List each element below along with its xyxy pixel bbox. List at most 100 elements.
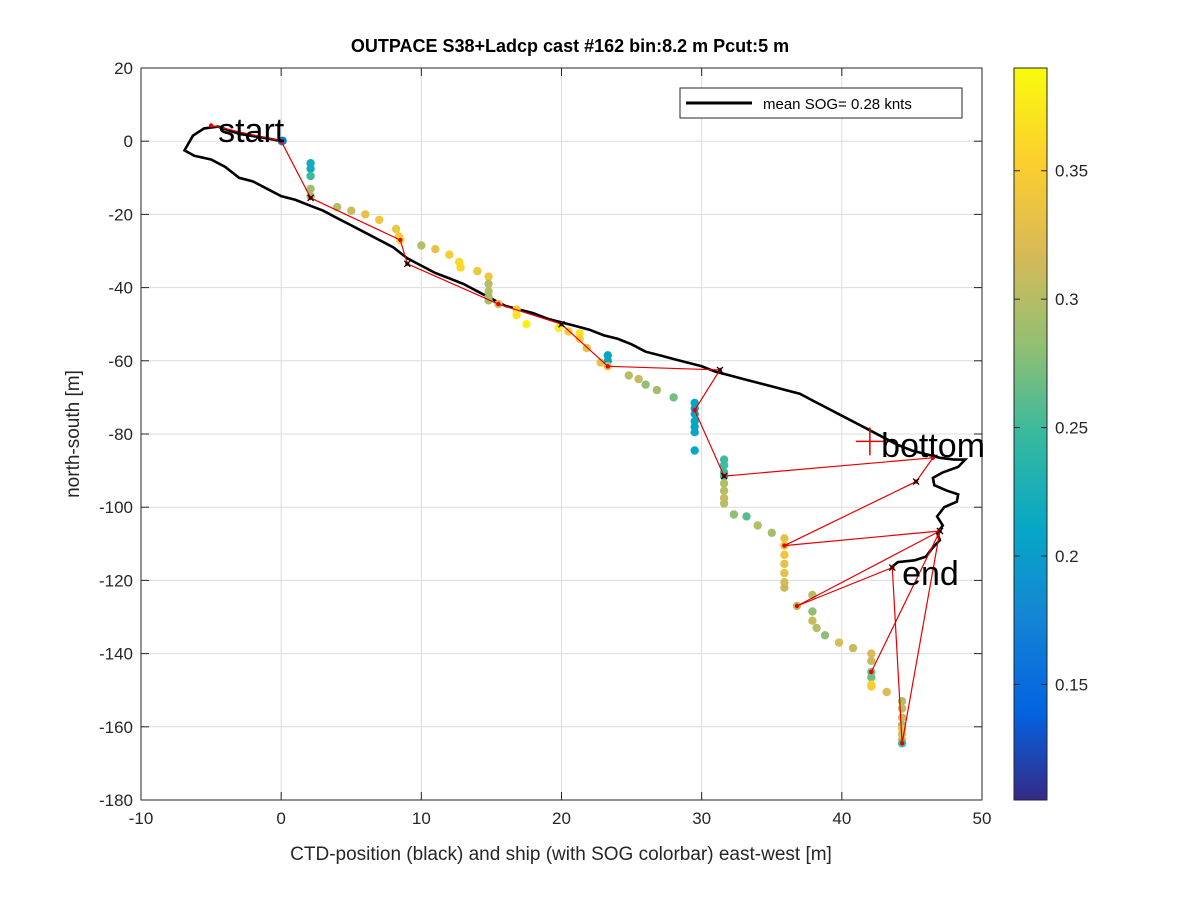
- grid: [141, 68, 982, 800]
- annotation-start: start: [218, 112, 285, 150]
- ship-sog-point: [719, 479, 729, 488]
- colorbar-tick-label: 0.3: [1055, 290, 1079, 309]
- colorbar-tick-label: 0.2: [1055, 547, 1079, 566]
- ship-sog-point: [445, 250, 454, 259]
- y-tick-label: -20: [108, 205, 133, 224]
- ship-track-marker: [279, 139, 284, 144]
- legend: mean SOG= 0.28 knts: [679, 87, 963, 119]
- ship-sog-point: [375, 215, 384, 225]
- ship-sog-point: [361, 210, 370, 219]
- ship-sog-point: [624, 371, 633, 380]
- ship-sog-point: [575, 334, 584, 343]
- y-tick-label: -40: [108, 279, 133, 298]
- y-tick-label: -120: [99, 571, 133, 590]
- bottom-marker: [855, 427, 884, 456]
- ship-sog-point: [780, 568, 789, 578]
- ship-track-marker: [398, 237, 403, 243]
- plot-content: [182, 123, 969, 748]
- colorbar-ticks: 0.15 0.2 0.25 0.3 0.35: [1014, 162, 1088, 694]
- ship-sog-point: [719, 499, 729, 508]
- ship-sog-point: [719, 460, 729, 470]
- ship-sog-point: [897, 713, 907, 722]
- ship-sog-point: [780, 559, 789, 569]
- ship-sog-point: [808, 616, 817, 625]
- x-tick-label: 40: [832, 809, 851, 828]
- y-tick-label: -80: [108, 425, 133, 444]
- annotations: start bottom end: [218, 112, 985, 593]
- ship-sog-point: [897, 704, 907, 713]
- ship-sog-point: [306, 164, 315, 173]
- ship-sog-point: [780, 550, 789, 559]
- ship-sog-point: [431, 245, 440, 254]
- ship-sog-point: [522, 320, 531, 329]
- ship-track-star: [403, 260, 411, 268]
- ship-sog-point: [690, 446, 699, 455]
- colorbar-tick-label: 0.15: [1055, 675, 1088, 694]
- ship-track-star: [720, 472, 728, 480]
- ship-sog-point: [484, 272, 493, 281]
- ship-sog-point: [867, 649, 876, 658]
- ship-sog-point: [867, 682, 876, 691]
- annotation-bottom: bottom: [881, 427, 985, 465]
- chart-title: OUTPACE S38+Ladcp cast #162 bin:8.2 m Pc…: [351, 36, 789, 56]
- ship-sog-point: [808, 607, 817, 616]
- ship-sog-point: [867, 656, 876, 666]
- ship-sog-point: [848, 643, 858, 653]
- annotation-end: end: [902, 555, 959, 593]
- ship-track-marker: [930, 455, 936, 460]
- ship-sog-point: [417, 241, 426, 250]
- ship-sog-point: [780, 534, 789, 543]
- y-tick-label: 0: [124, 132, 133, 151]
- ship-sog-point: [742, 512, 751, 521]
- ship-sog-point: [652, 385, 661, 395]
- ship-sog-point: [820, 631, 830, 640]
- ship-sog-point: [306, 171, 315, 181]
- x-tick-label: 30: [692, 809, 711, 828]
- ship-track-marker: [899, 741, 905, 746]
- ship-sog-point: [456, 263, 465, 272]
- ship-track-star: [912, 478, 920, 486]
- ship-sog-point: [306, 184, 315, 193]
- colorbar-tick-label: 0.25: [1055, 419, 1088, 438]
- ship-sog-point: [512, 310, 521, 320]
- x-tick-label: 10: [412, 809, 431, 828]
- ship-sog-point: [634, 374, 643, 384]
- ship-track-marker: [692, 408, 697, 413]
- x-tick-label: 20: [552, 809, 571, 828]
- y-tick-label: -140: [99, 645, 133, 664]
- ship-sog-point: [473, 266, 482, 276]
- ship-sog-point: [347, 206, 356, 215]
- ship-track-marker: [496, 301, 501, 307]
- ship-sog-point: [812, 623, 821, 633]
- ship-sog-point: [834, 638, 844, 647]
- ship-track-marker: [794, 603, 800, 609]
- x-tick-label: 50: [973, 809, 992, 828]
- ship-track-marker: [782, 543, 787, 548]
- colorbar-tick-label: 0.35: [1055, 162, 1088, 181]
- ship-sog-point: [641, 380, 650, 389]
- y-tick-label: -60: [108, 352, 133, 371]
- ship-track-marker: [869, 669, 874, 675]
- x-axis-label: CTD-position (black) and ship (with SOG …: [290, 844, 832, 865]
- ship-sog-point: [719, 486, 729, 495]
- ship-track-star: [307, 194, 315, 202]
- ship-sog-point: [729, 510, 739, 519]
- y-tick-label: -100: [99, 498, 133, 517]
- ship-sog-point: [484, 279, 493, 289]
- colorbar: 0.15 0.2 0.25 0.3 0.35: [1013, 67, 1088, 801]
- x-tick-label: -10: [129, 809, 154, 828]
- ship-sog-point: [391, 224, 401, 234]
- y-tick-label: -180: [99, 791, 133, 810]
- ship-sog-point: [780, 583, 789, 592]
- ship-track-marker: [208, 123, 214, 128]
- ship-sog-point: [596, 358, 605, 367]
- ship-sog-point: [867, 673, 876, 682]
- ship-sog-point: [669, 393, 678, 402]
- ship-markers: [208, 123, 944, 746]
- ship-sog-point: [690, 428, 699, 437]
- ship-track-marker: [605, 364, 610, 369]
- ship-sog-point: [882, 687, 891, 697]
- legend-entry: mean SOG= 0.28 knts: [763, 96, 912, 113]
- ship-track-star: [888, 564, 896, 572]
